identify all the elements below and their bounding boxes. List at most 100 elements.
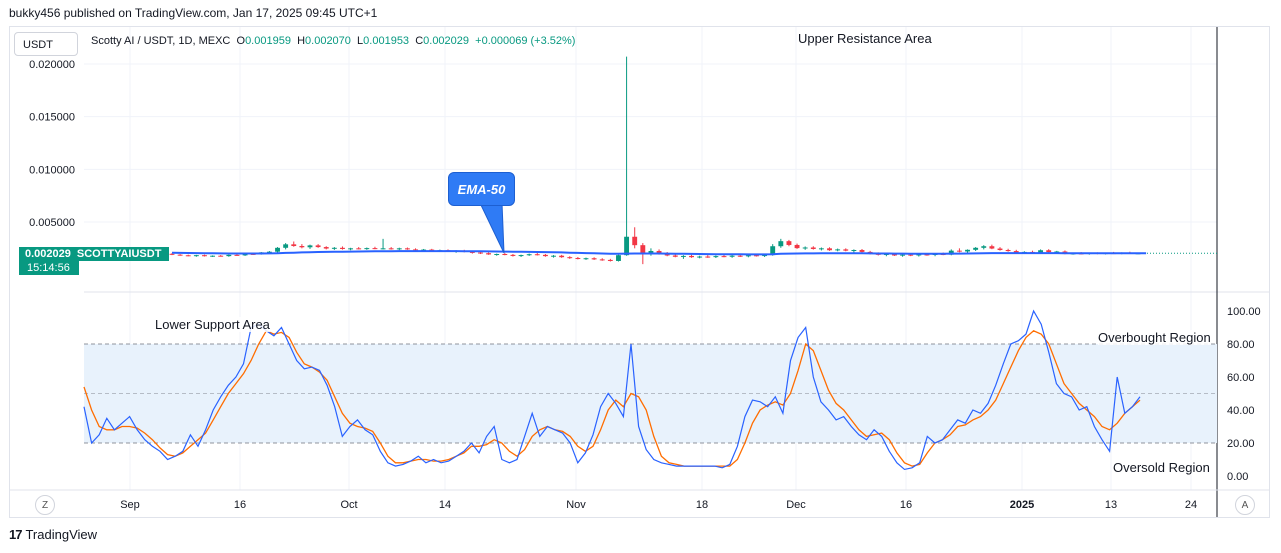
price-tick-label: 0.005000 <box>29 217 75 229</box>
ohlc-legend: Scotty AI / USDT, 1D, MEXC O0.001959 H0.… <box>91 35 575 47</box>
candle-body <box>745 255 751 257</box>
time-tick-label: 13 <box>1105 499 1117 511</box>
candle-body <box>323 247 329 249</box>
candle <box>843 248 849 252</box>
candle-body <box>924 254 930 256</box>
candle-body <box>185 255 191 257</box>
candle-body <box>364 248 370 250</box>
candle-body <box>827 248 832 251</box>
zoom-button[interactable]: Z <box>35 495 55 515</box>
oversold-label: Oversold Region <box>1113 460 1210 475</box>
candle <box>364 247 370 250</box>
candle <box>583 257 589 260</box>
candle-body <box>607 259 613 261</box>
stochastic-tick-label: 80.00 <box>1227 339 1255 351</box>
candle-body <box>307 245 313 248</box>
candle-body <box>697 256 703 258</box>
candle-body <box>721 256 727 258</box>
time-tick-label: Dec <box>786 499 806 511</box>
candle-body <box>283 244 289 248</box>
candle <box>542 254 548 257</box>
candle-body <box>242 253 248 256</box>
candle-body <box>965 249 970 252</box>
candle-body <box>762 255 768 257</box>
ema-50-callout: EMA-50 <box>448 172 515 206</box>
candle <box>331 247 337 250</box>
candle <box>607 258 613 262</box>
candle <box>486 252 492 255</box>
bar-countdown: 15:14:56 <box>19 261 79 275</box>
candle-body <box>421 249 427 251</box>
price-tick-label: 0.015000 <box>29 112 75 124</box>
candle-body <box>348 248 354 250</box>
candle <box>348 247 354 251</box>
candle-body <box>624 236 630 256</box>
candle <box>526 253 532 256</box>
candle-body <box>729 255 735 257</box>
candle-body <box>843 249 849 251</box>
candle-body <box>956 250 962 252</box>
candle <box>210 255 216 257</box>
candle-body <box>770 246 776 256</box>
candle-body <box>372 248 378 250</box>
candle-body <box>973 247 979 250</box>
legend-close: 0.002029 <box>423 35 470 47</box>
candle <box>900 254 906 257</box>
candle <box>705 255 711 258</box>
candle-body <box>413 249 418 251</box>
last-price-tag: 0.002029 SCOTTYAIUSDT <box>19 247 169 261</box>
candle-body <box>981 246 987 248</box>
candle <box>518 254 524 257</box>
candle <box>275 247 280 253</box>
candle <box>494 253 500 256</box>
candle <box>616 254 621 262</box>
candle-body <box>616 255 621 261</box>
symbol-selector[interactable]: USDT <box>14 32 78 56</box>
candle <box>729 255 735 258</box>
candle-body <box>1038 250 1044 254</box>
candle-body <box>486 253 492 255</box>
ema-50-polyline <box>171 250 1147 256</box>
candle-body <box>502 254 508 256</box>
candle <box>851 249 857 253</box>
time-tick-label: 24 <box>1185 499 1197 511</box>
candle-body <box>656 250 662 254</box>
candle <box>778 238 784 248</box>
grid-lines <box>10 27 1269 517</box>
candle <box>997 247 1003 251</box>
candle <box>340 246 345 250</box>
candle-body <box>908 254 914 256</box>
candle-body <box>1046 250 1052 253</box>
candle <box>380 238 386 250</box>
time-tick-label: 16 <box>234 499 246 511</box>
candle <box>818 247 824 251</box>
candle-body <box>648 250 654 253</box>
candle-body <box>599 259 605 261</box>
candle <box>226 254 232 257</box>
candle <box>283 243 289 250</box>
candle-body <box>916 254 922 256</box>
candle-body <box>177 254 183 256</box>
candle <box>981 245 987 250</box>
candle-body <box>632 236 638 246</box>
candle <box>973 247 979 251</box>
candle-body <box>380 248 386 250</box>
candle-body <box>689 255 694 258</box>
stochastic-tick-label: 0.00 <box>1227 471 1248 483</box>
candle-body <box>818 248 824 250</box>
candle-body <box>672 255 678 257</box>
legend-h-label: H <box>297 35 306 47</box>
time-tick-label: 18 <box>696 499 708 511</box>
legend-low: 0.001953 <box>363 35 410 47</box>
overbought-label: Overbought Region <box>1098 330 1211 345</box>
candle-body <box>340 247 345 249</box>
candle-body <box>315 245 321 248</box>
tradingview-logo-text: TradingView <box>25 527 98 542</box>
candle <box>786 239 792 247</box>
auto-scale-button[interactable]: A <box>1235 495 1255 515</box>
candle <box>810 246 816 250</box>
candle-body <box>802 247 808 249</box>
legend-high: 0.002070 <box>305 35 351 47</box>
candle-body <box>275 247 280 252</box>
